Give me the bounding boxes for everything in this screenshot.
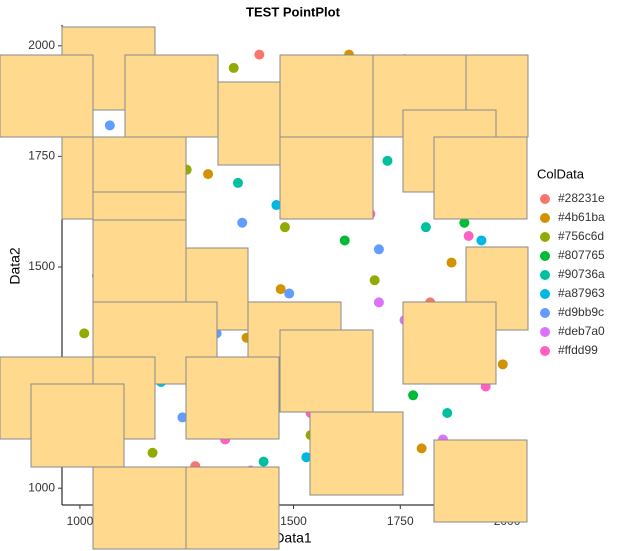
overlay-box (279, 54, 374, 138)
legend-label: #deb7a0 (558, 324, 605, 338)
point (373, 297, 384, 308)
overlay-box (0, 54, 94, 138)
point (416, 443, 427, 454)
point (408, 390, 419, 401)
legend-swatch (540, 194, 550, 204)
point (271, 200, 282, 211)
x-tick-label: 1750 (387, 514, 414, 528)
chart-title: TEST PointPlot (246, 4, 341, 19)
overlay-box (30, 383, 125, 468)
point (442, 407, 453, 418)
legend-label: #d9bb9c (558, 305, 604, 319)
point (279, 222, 290, 233)
point (369, 275, 380, 286)
legend-label: #28231e (558, 191, 605, 205)
y-axis-label: Data2 (7, 247, 23, 285)
legend-swatch (540, 327, 550, 337)
y-tick-label: 2000 (28, 38, 55, 52)
point (284, 288, 295, 299)
point (476, 235, 487, 246)
point (446, 257, 457, 268)
legend-label: #ffdd99 (558, 343, 598, 357)
point (463, 231, 474, 242)
y-tick-label: 1750 (28, 149, 55, 163)
point (232, 177, 243, 188)
point (254, 49, 265, 60)
overlay-box (309, 411, 404, 496)
point (228, 62, 239, 73)
x-axis-label: Data1 (274, 530, 312, 546)
point (258, 456, 269, 467)
point (203, 169, 214, 180)
point (497, 359, 508, 370)
legend-label: #a87963 (558, 286, 605, 300)
point (459, 217, 470, 228)
overlay-box (185, 356, 280, 440)
legend-label: #807765 (558, 248, 605, 262)
legend-swatch (540, 251, 550, 261)
overlay-box (217, 81, 281, 166)
x-tick-label: 1000 (67, 514, 94, 528)
overlay-box (279, 136, 374, 220)
point (104, 120, 115, 131)
overlay-box (185, 466, 280, 550)
legend-swatch (540, 213, 550, 223)
overlay-box (92, 219, 187, 303)
overlay-box (279, 329, 374, 413)
point (373, 244, 384, 255)
point (275, 284, 286, 295)
y-tick-label: 1500 (28, 259, 55, 273)
point (420, 222, 431, 233)
legend-label: #756c6d (558, 229, 604, 243)
legend-title: ColData (537, 166, 585, 181)
overlay-box (124, 54, 219, 138)
point (301, 452, 312, 463)
legend-swatch (540, 232, 550, 242)
legend-swatch (540, 289, 550, 299)
x-tick-label: 1500 (280, 514, 307, 528)
point (147, 447, 158, 458)
overlay-box (92, 466, 187, 550)
point (79, 328, 90, 339)
overlay-box (402, 301, 497, 385)
overlay-boxes (0, 26, 529, 550)
point (237, 217, 248, 228)
legend-label: #4b61ba (558, 210, 605, 224)
point (339, 235, 350, 246)
overlay-box (433, 136, 528, 220)
y-tick-label: 1000 (28, 480, 55, 494)
point (177, 412, 188, 423)
legend-swatch (540, 308, 550, 318)
legend-swatch (540, 346, 550, 356)
overlay-box (433, 439, 528, 523)
legend-label: #90736a (558, 267, 605, 281)
legend-swatch (540, 270, 550, 280)
legend: #28231e #4b61ba #756c6d #807765 #90736a #a879… (540, 191, 605, 357)
point (382, 155, 393, 166)
